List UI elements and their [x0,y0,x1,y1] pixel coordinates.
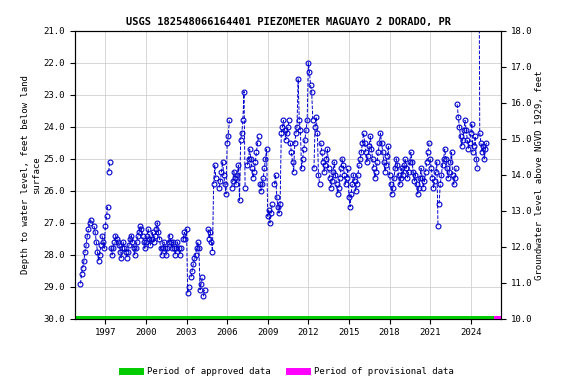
Y-axis label: Groundwater level above NGVD 1929, feet: Groundwater level above NGVD 1929, feet [535,70,544,280]
Legend: Period of approved data, Period of provisional data: Period of approved data, Period of provi… [119,363,457,379]
Title: USGS 182548066164401 PIEZOMETER MAGUAYO 2 DORADO, PR: USGS 182548066164401 PIEZOMETER MAGUAYO … [126,17,450,27]
Bar [494,316,501,322]
Y-axis label: Depth to water level, feet below land
surface: Depth to water level, feet below land su… [21,75,41,274]
Bar [75,316,494,322]
